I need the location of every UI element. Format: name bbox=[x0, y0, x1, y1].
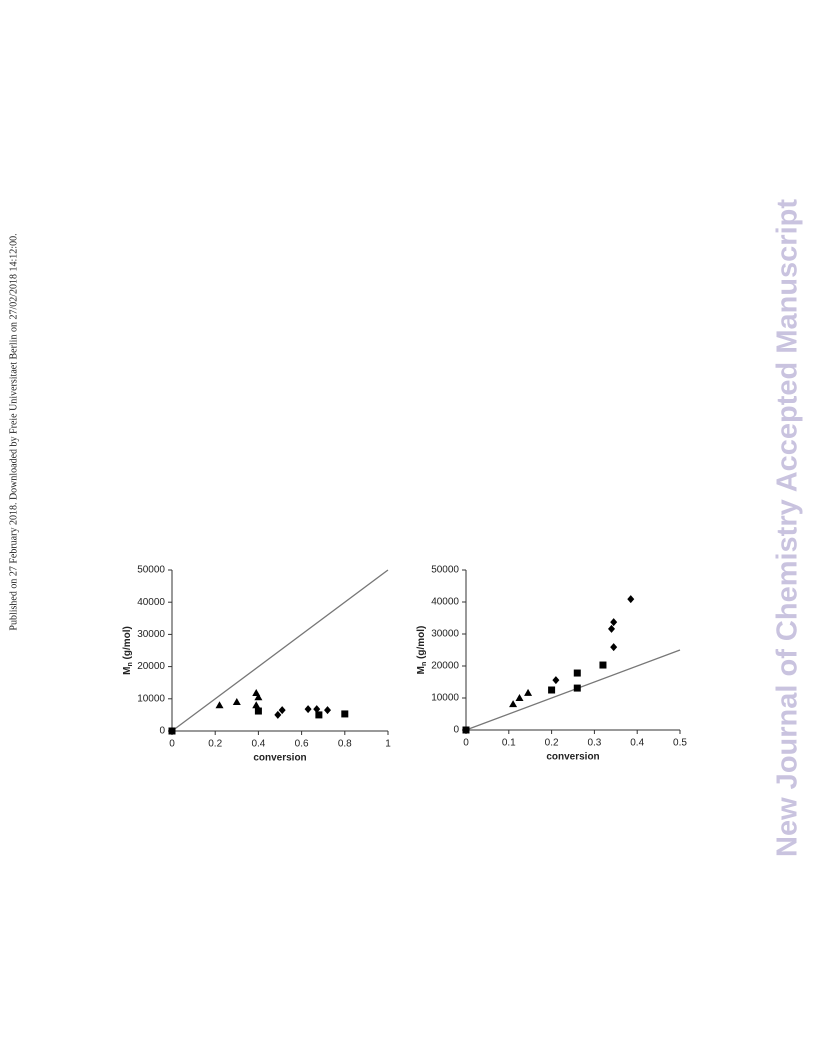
diamond-point bbox=[610, 643, 618, 652]
chart: 0 10000 20000 30000 40000 50000 0 0.1 0.2 0.3 0.4 0… bbox=[416, 565, 688, 763]
diamond-point bbox=[552, 676, 560, 685]
y-axis-label: Mn (g/mol) bbox=[416, 626, 428, 675]
y-label-sub: n bbox=[421, 662, 428, 666]
square-point bbox=[254, 707, 262, 715]
diamond-point bbox=[324, 706, 332, 715]
y-tick-label: 20000 bbox=[137, 661, 165, 672]
x-tick-label: 0 bbox=[169, 739, 175, 750]
x-axis-label: conversion bbox=[253, 753, 306, 764]
triangle-point bbox=[254, 693, 263, 701]
x-axis-label: conversion bbox=[546, 752, 599, 763]
square-point bbox=[168, 727, 176, 735]
x-tick-label: 1 bbox=[385, 739, 391, 750]
triangle-point bbox=[524, 688, 533, 696]
y-tick-label: 40000 bbox=[137, 597, 165, 608]
y-tick-label: 40000 bbox=[431, 597, 459, 608]
y-label-main: M bbox=[416, 666, 427, 674]
diamond-point bbox=[274, 710, 282, 719]
square-point bbox=[462, 726, 470, 734]
x-tick-label: 0.2 bbox=[545, 738, 559, 749]
x-tick-label: 0.2 bbox=[208, 739, 222, 750]
y-label-main: M bbox=[122, 667, 133, 675]
fit-line bbox=[465, 649, 681, 731]
x-tick-label: 0 bbox=[463, 738, 469, 749]
diamond-point bbox=[627, 595, 635, 604]
triangle-point bbox=[252, 701, 261, 709]
x-tick-label: 0.1 bbox=[502, 738, 516, 749]
x-tick-label: 0.8 bbox=[338, 739, 352, 750]
square-point bbox=[599, 661, 607, 669]
fit-line bbox=[171, 569, 389, 732]
diamond-point bbox=[304, 705, 312, 714]
x-tick-label: 0.5 bbox=[673, 738, 687, 749]
y-tick-label: 50000 bbox=[137, 565, 165, 576]
diamond-point bbox=[313, 705, 321, 714]
side-note: Published on 27 February 2018. Downloade… bbox=[8, 233, 19, 630]
square-point bbox=[341, 710, 349, 718]
triangle-point bbox=[232, 698, 241, 706]
y-tick-label: 50000 bbox=[431, 565, 459, 576]
triangle-point bbox=[215, 701, 224, 709]
y-label-rest: (g/mol) bbox=[122, 626, 133, 662]
square-point bbox=[573, 669, 581, 677]
y-tick-label: 10000 bbox=[137, 693, 165, 704]
y-tick-label: 30000 bbox=[431, 629, 459, 640]
y-label-rest: (g/mol) bbox=[416, 626, 427, 662]
diamond-point bbox=[608, 624, 616, 633]
journal-mark: New Journal of Chemistry Accepted Manusc… bbox=[772, 199, 804, 857]
y-tick-label: 0 bbox=[159, 726, 165, 737]
x-tick-label: 0.4 bbox=[630, 738, 644, 749]
y-tick-label: 10000 bbox=[431, 693, 459, 704]
chart: 0 10000 20000 30000 40000 50000 0 0.2 0.4 0.6 0.8 1… bbox=[122, 565, 392, 764]
x-tick-label: 0.4 bbox=[251, 739, 265, 750]
square-point bbox=[573, 684, 581, 692]
y-tick-label: 30000 bbox=[137, 629, 165, 640]
y-label-sub: n bbox=[127, 662, 134, 666]
x-tick-label: 0.6 bbox=[295, 739, 309, 750]
square-point bbox=[315, 711, 323, 719]
y-axis-label: Mn (g/mol) bbox=[122, 626, 134, 675]
triangle-point bbox=[509, 700, 518, 708]
square-point bbox=[548, 686, 556, 694]
triangle-point bbox=[515, 694, 524, 701]
x-tick-label: 0.3 bbox=[587, 738, 601, 749]
diamond-point bbox=[278, 706, 286, 715]
y-tick-label: 20000 bbox=[431, 661, 459, 672]
y-tick-label: 0 bbox=[453, 725, 459, 736]
diamond-point bbox=[610, 618, 618, 627]
